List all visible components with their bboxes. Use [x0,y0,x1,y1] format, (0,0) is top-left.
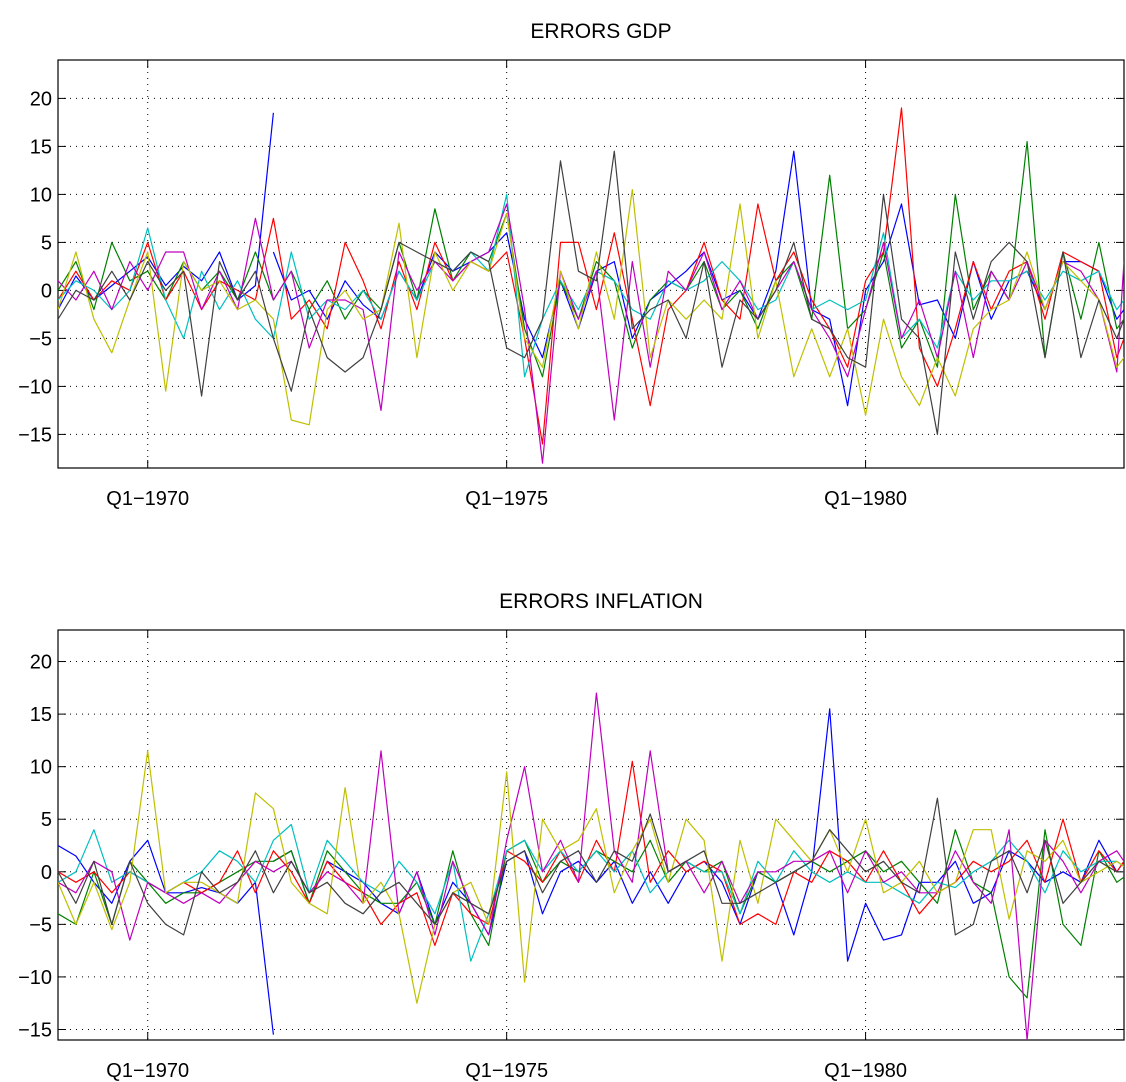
gdp-y-tick-label: 20 [30,88,52,110]
inflation-y-tick-label: 15 [30,704,52,726]
gdp-plot-area [57,59,1125,469]
gdp-x-tick-label: Q1−1975 [465,488,548,510]
gdp-y-tick-label: −5 [29,328,52,350]
inflation-series-group [58,692,1124,1040]
inflation-series-line-4 [58,823,1124,962]
inflation-y-tick-label: −15 [18,1019,52,1041]
inflation-x-tick-label: Q1−1980 [824,1060,907,1082]
gdp-x-tick-label: Q1−1970 [106,488,189,510]
inflation-x-tick-label: Q1−1970 [106,1060,189,1082]
gdp-chart-title: ERRORS GDP [530,20,671,43]
inflation-series-line-6 [58,750,1124,1004]
inflation-errors-panel: ERRORS INFLATION −15 −10 −5 0 5 10 15 20 Q1−1970 Q… [18,590,1125,1082]
inflation-x-tick-label: Q1−1975 [465,1060,548,1082]
gdp-y-tick-label: 0 [41,280,52,302]
inflation-chart-title: ERRORS INFLATION [499,590,703,613]
gdp-y-tick-label: 5 [41,232,52,254]
gdp-series-line-3 [58,107,1124,445]
gdp-y-tick-label: 10 [30,184,52,206]
inflation-y-tick-label: 20 [30,652,52,674]
gdp-errors-panel: ERRORS GDP −15 −10 −5 0 5 10 15 20 Q1−1970 Q1−1975… [18,20,1125,510]
inflation-series-line-7 [58,797,1124,936]
inflation-plot-area [57,629,1125,1041]
gdp-series-group [58,107,1124,464]
inflation-y-tick-label: 0 [41,862,52,884]
gdp-x-tick-label: Q1−1980 [824,488,907,510]
gdp-series-line-7 [58,150,1124,435]
inflation-y-tick-label: −5 [29,914,52,936]
gdp-y-tick-label: 15 [30,136,52,158]
gdp-y-tick-label: −10 [18,376,52,398]
gdp-y-tick-label: −15 [18,424,52,446]
gdp-series-line-6 [58,189,1124,426]
inflation-y-tick-label: −10 [18,967,52,989]
inflation-y-tick-label: 10 [30,757,52,779]
inflation-y-tick-label: 5 [41,809,52,831]
